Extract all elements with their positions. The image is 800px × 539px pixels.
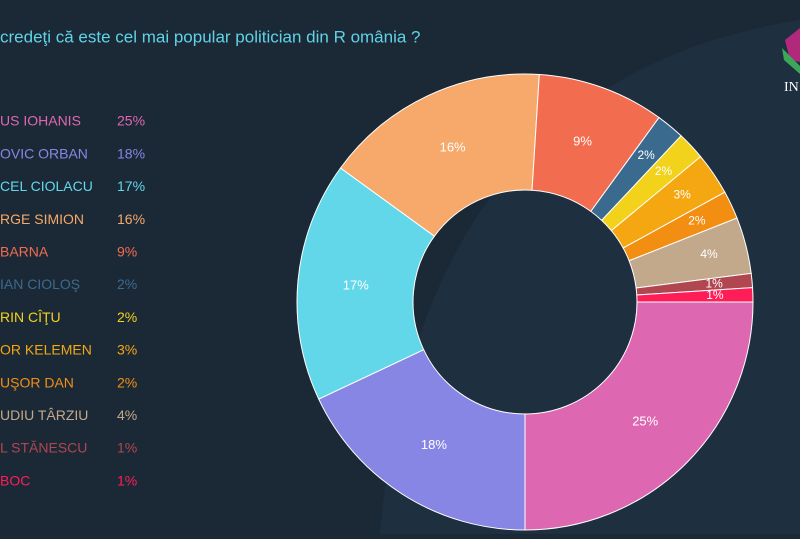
slice-label: 3% bbox=[673, 187, 691, 201]
legend-value: 2% bbox=[117, 374, 137, 390]
logo-shape bbox=[782, 48, 800, 74]
legend-value: 1% bbox=[117, 472, 137, 488]
slice-label: 17% bbox=[343, 277, 369, 292]
legend-label: OR KELEMEN bbox=[0, 342, 92, 358]
legend-label: US IOHANIS bbox=[0, 113, 81, 129]
slice-label: 18% bbox=[421, 437, 447, 452]
logo-text: IN bbox=[784, 80, 799, 95]
legend-value: 1% bbox=[117, 440, 137, 456]
legend-label: BARNA bbox=[0, 244, 49, 260]
slice-label: 16% bbox=[440, 140, 466, 155]
legend-value: 3% bbox=[117, 342, 137, 358]
slice bbox=[339, 73, 540, 237]
slice-label: 4% bbox=[700, 247, 718, 261]
legend-value: 2% bbox=[117, 276, 137, 292]
slice-label: 1% bbox=[705, 276, 723, 290]
legend-label: L STĂNESCU bbox=[0, 440, 87, 456]
legend-value: 17% bbox=[117, 178, 145, 194]
chart-title: credeţi că este cel mai popular politici… bbox=[0, 27, 421, 46]
slice-label: 2% bbox=[637, 148, 655, 162]
slice bbox=[296, 167, 436, 400]
legend-label: UŞOR DAN bbox=[0, 374, 74, 390]
legend-value: 9% bbox=[117, 244, 137, 260]
legend-label: RGE SIMION bbox=[0, 211, 84, 227]
slice-label: 1% bbox=[706, 288, 724, 302]
legend-value: 2% bbox=[117, 309, 137, 325]
slice bbox=[318, 349, 526, 531]
legend-value: 4% bbox=[117, 407, 137, 423]
logo-shape bbox=[785, 28, 800, 62]
slice-label: 9% bbox=[573, 133, 592, 148]
legend-value: 25% bbox=[117, 113, 145, 129]
slice bbox=[524, 301, 754, 531]
legend-label: RIN CÎŢU bbox=[0, 309, 61, 325]
legend-label: BOC bbox=[0, 472, 30, 488]
legend-label: UDIU TÂRZIU bbox=[0, 407, 88, 423]
slice-label: 2% bbox=[688, 213, 706, 227]
legend-label: CEL CIOLACU bbox=[0, 178, 93, 194]
slice-label: 25% bbox=[632, 414, 658, 429]
slice-label: 2% bbox=[655, 164, 673, 178]
legend-label: OVIC ORBAN bbox=[0, 145, 88, 161]
legend-value: 18% bbox=[117, 145, 145, 161]
legend-label: IAN CIOLOŞ bbox=[0, 276, 80, 292]
slice bbox=[636, 287, 754, 303]
legend-value: 16% bbox=[117, 211, 145, 227]
logo: IN bbox=[782, 28, 800, 95]
